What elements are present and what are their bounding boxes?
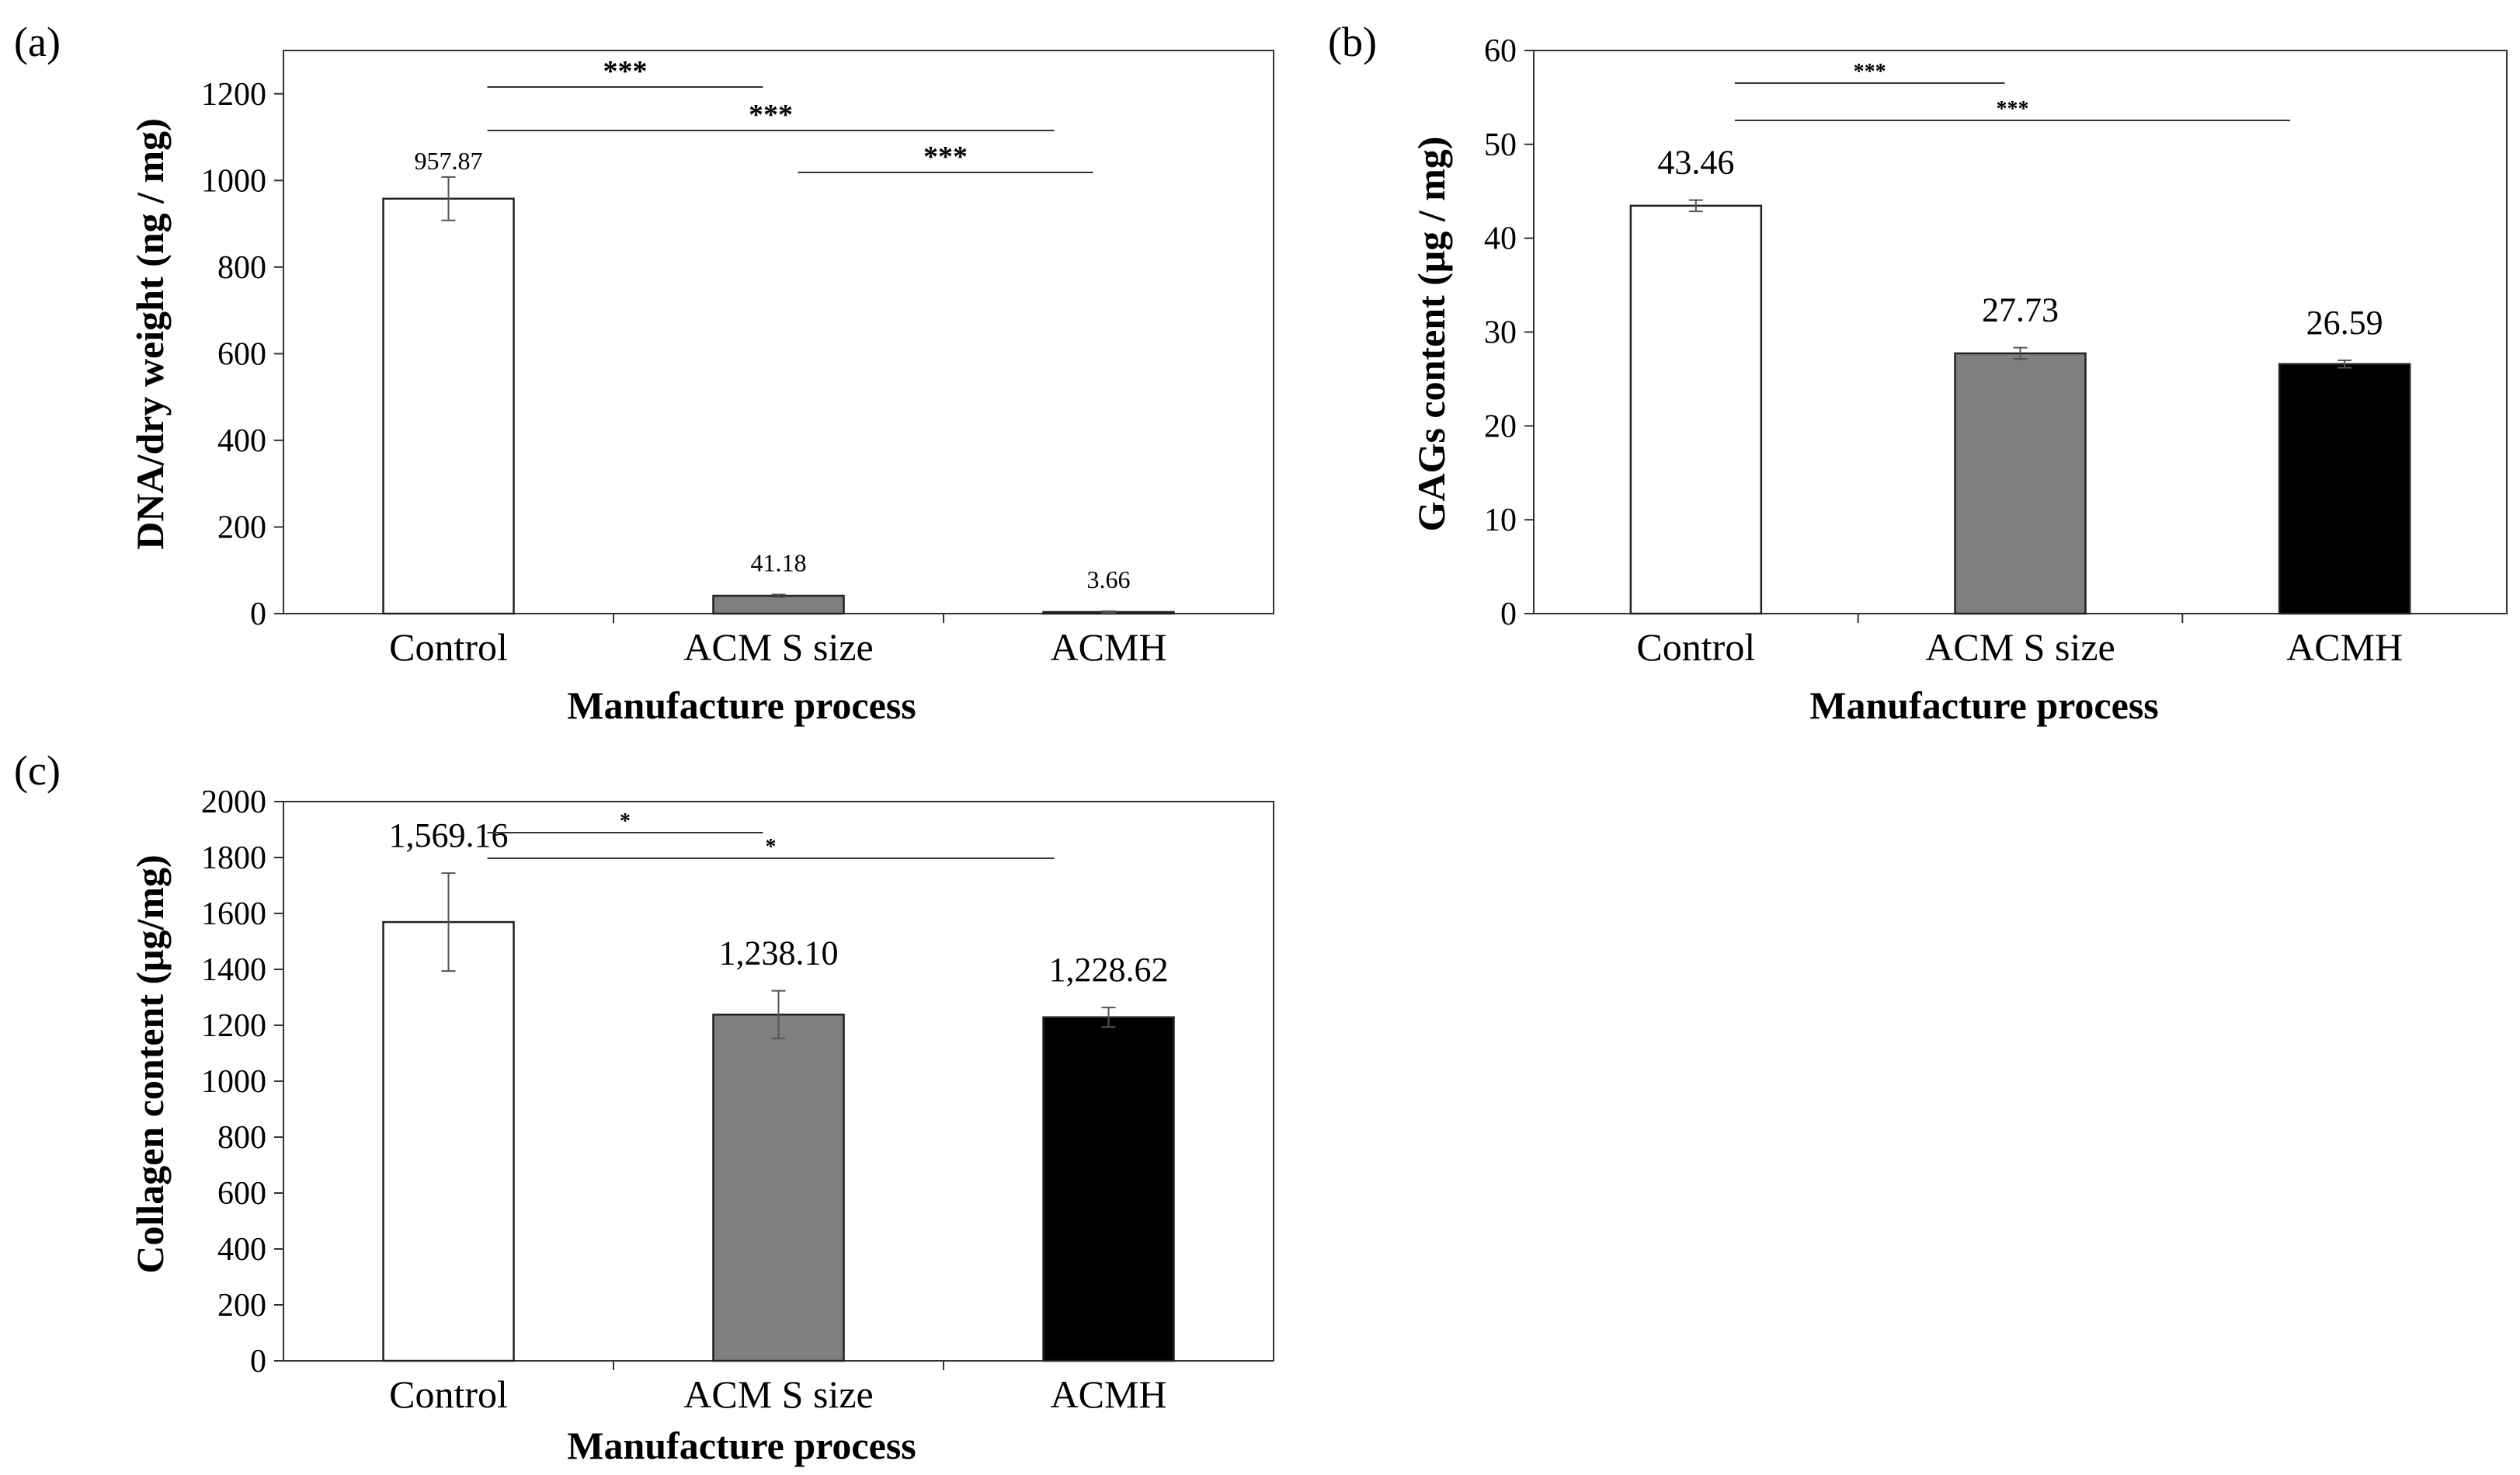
xlabel-b: Manufacture process bbox=[1809, 684, 2159, 727]
y-tick-label-c: 600 bbox=[217, 1176, 266, 1212]
panel-label-a: (a) bbox=[14, 19, 61, 65]
y-tick-label-c: 2000 bbox=[201, 784, 266, 820]
chart-a: 0 200 400 600 800 1000 1200 957.87 Control 41.18 A… bbox=[201, 50, 1274, 669]
y-tick-label-c: 1800 bbox=[201, 840, 266, 876]
bar-c bbox=[382, 920, 515, 1362]
y-tick-label-a: 800 bbox=[217, 250, 266, 286]
significance-stars-c: * bbox=[620, 809, 631, 833]
category-label-b: Control bbox=[1636, 625, 1755, 669]
xlabel-a: Manufacture process bbox=[567, 684, 916, 727]
y-tick-label-a: 0 bbox=[250, 597, 266, 632]
chart-c: 0 200 400 600 800 1000 1200 1400 1600 1800 2000 1,5… bbox=[201, 784, 1274, 1416]
bar-a bbox=[712, 594, 845, 615]
category-label-a: ACMH bbox=[1050, 625, 1166, 669]
y-tick-label-c: 1600 bbox=[201, 896, 266, 932]
value-label-c: 1,238.10 bbox=[719, 934, 839, 972]
y-tick-label-c: 1200 bbox=[201, 1008, 266, 1044]
y-tick-label-b: 60 bbox=[1484, 33, 1517, 69]
category-label-b: ACM S size bbox=[1925, 625, 2115, 669]
value-label-b: 43.46 bbox=[1657, 144, 1734, 182]
y-tick-label-b: 0 bbox=[1500, 597, 1517, 632]
y-tick-label-c: 800 bbox=[217, 1120, 266, 1156]
panel-label-b: (b) bbox=[1328, 19, 1377, 65]
value-label-a: 957.87 bbox=[415, 147, 483, 175]
value-label-a: 3.66 bbox=[1087, 565, 1131, 593]
y-tick-label-b: 50 bbox=[1484, 127, 1517, 163]
significance-stars-a: *** bbox=[749, 99, 793, 131]
bar-a bbox=[382, 197, 515, 615]
significance-stars-a: *** bbox=[923, 141, 968, 173]
ylabel-b: GAGs content (μg / mg) bbox=[1409, 137, 1453, 532]
y-tick-label-a: 1200 bbox=[201, 77, 266, 113]
y-tick-label-c: 0 bbox=[250, 1344, 266, 1379]
y-tick-label-b: 30 bbox=[1484, 315, 1517, 351]
category-label-c: Control bbox=[389, 1372, 508, 1416]
xlabel-c: Manufacture process bbox=[567, 1424, 916, 1467]
y-tick-label-b: 20 bbox=[1484, 409, 1517, 444]
panel-label-c: (c) bbox=[14, 747, 61, 794]
category-label-b: ACMH bbox=[2286, 625, 2403, 669]
y-tick-label-c: 200 bbox=[217, 1288, 266, 1324]
value-label-b: 27.73 bbox=[1982, 291, 2059, 329]
y-tick-label-a: 400 bbox=[217, 423, 266, 459]
y-tick-label-a: 1000 bbox=[201, 163, 266, 199]
bar-b bbox=[1954, 352, 2087, 615]
y-tick-label-c: 400 bbox=[217, 1232, 266, 1268]
category-label-c: ACM S size bbox=[683, 1372, 873, 1416]
category-label-c: ACMH bbox=[1050, 1372, 1166, 1416]
value-label-b: 26.59 bbox=[2306, 304, 2383, 342]
category-label-a: ACM S size bbox=[683, 625, 873, 669]
bar-c bbox=[712, 1014, 845, 1362]
y-tick-label-a: 200 bbox=[217, 510, 266, 545]
y-tick-label-b: 10 bbox=[1484, 503, 1517, 538]
significance-stars-a: *** bbox=[603, 55, 648, 88]
y-tick-label-c: 1000 bbox=[201, 1064, 266, 1100]
bar-b bbox=[1629, 204, 1763, 615]
value-label-c: 1,569.16 bbox=[389, 816, 509, 854]
chart-b: 0 10 20 30 40 50 60 43.46 Control 27.73 ACM S size… bbox=[1484, 33, 2508, 669]
y-tick-label-c: 1400 bbox=[201, 952, 266, 988]
ylabel-a: DNA/dry weight (ng / mg) bbox=[128, 118, 172, 550]
significance-stars-b: *** bbox=[1854, 60, 1886, 84]
significance-stars-b: *** bbox=[1997, 97, 2029, 121]
ylabel-c: Collagen content (μg/mg) bbox=[128, 854, 172, 1273]
significance-stars-c: * bbox=[766, 835, 777, 859]
category-label-a: Control bbox=[389, 625, 508, 669]
bar-b bbox=[2278, 363, 2411, 615]
bar-c bbox=[1042, 1016, 1175, 1362]
value-label-c: 1,228.62 bbox=[1049, 951, 1169, 989]
y-tick-label-b: 40 bbox=[1484, 221, 1517, 257]
y-tick-label-a: 600 bbox=[217, 336, 266, 372]
value-label-a: 41.18 bbox=[751, 548, 807, 576]
